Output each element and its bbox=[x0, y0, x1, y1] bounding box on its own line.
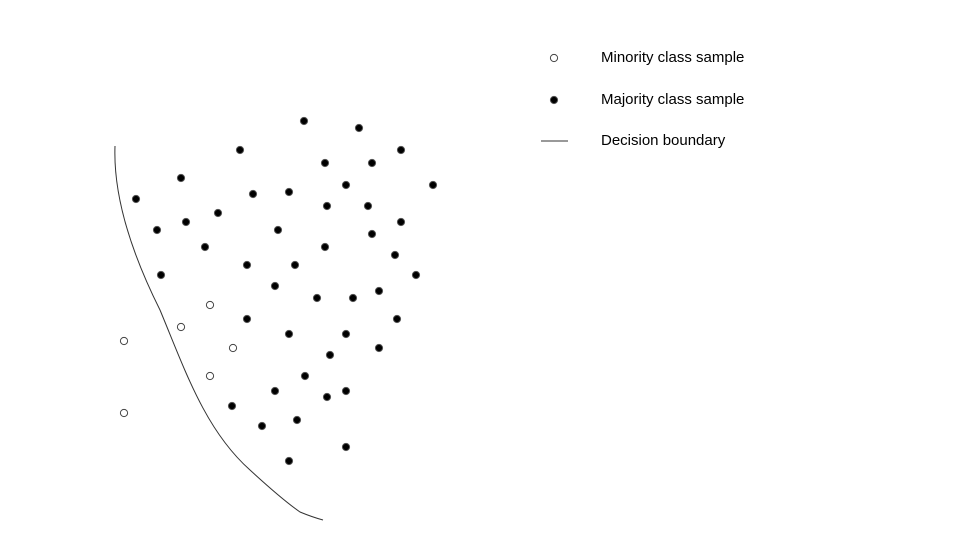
majority-sample-point bbox=[320, 242, 330, 252]
majority-sample-point bbox=[257, 421, 267, 431]
majority-sample-point bbox=[242, 314, 252, 324]
majority-sample-point bbox=[411, 270, 421, 280]
majority-sample-point bbox=[152, 225, 162, 235]
legend: Minority class sample Majority class sam… bbox=[541, 49, 744, 149]
majority-sample-point bbox=[181, 217, 191, 227]
majority-sample-point bbox=[363, 201, 373, 211]
majority-sample-point bbox=[200, 242, 210, 252]
majority-sample-point bbox=[131, 194, 141, 204]
majority-sample-point bbox=[248, 189, 258, 199]
majority-sample-point bbox=[341, 180, 351, 190]
majority-sample-point bbox=[396, 217, 406, 227]
legend-item-minority: Minority class sample bbox=[549, 49, 744, 66]
majority-sample-point bbox=[392, 314, 402, 324]
majority-sample-point bbox=[322, 392, 332, 402]
legend-item-majority: Majority class sample bbox=[549, 91, 744, 108]
majority-sample-point bbox=[290, 260, 300, 270]
majority-sample-point bbox=[213, 208, 223, 218]
majority-sample-point bbox=[299, 116, 309, 126]
decision-boundary-curve bbox=[114, 145, 324, 521]
majority-sample-point bbox=[242, 260, 252, 270]
minority-samples bbox=[119, 300, 238, 418]
majority-sample-point bbox=[284, 456, 294, 466]
minority-sample-point bbox=[176, 322, 186, 332]
majority-sample-point bbox=[270, 281, 280, 291]
majority-sample-point bbox=[322, 201, 332, 211]
majority-sample-point bbox=[348, 293, 358, 303]
majority-sample-point bbox=[273, 225, 283, 235]
majority-sample-point bbox=[325, 350, 335, 360]
minority-sample-point bbox=[119, 408, 129, 418]
majority-sample-point bbox=[292, 415, 302, 425]
legend-label-boundary: Decision boundary bbox=[601, 132, 726, 149]
majority-sample-point bbox=[374, 286, 384, 296]
legend-label-majority: Majority class sample bbox=[601, 91, 744, 108]
majority-sample-point bbox=[227, 401, 237, 411]
majority-sample-point bbox=[354, 123, 364, 133]
legend-label-minority: Minority class sample bbox=[601, 49, 744, 66]
minority-sample-point bbox=[228, 343, 238, 353]
majority-sample-point bbox=[374, 343, 384, 353]
minority-marker-icon bbox=[549, 53, 559, 63]
majority-sample-point bbox=[367, 229, 377, 239]
majority-sample-point bbox=[428, 180, 438, 190]
majority-sample-point bbox=[396, 145, 406, 155]
majority-sample-point bbox=[176, 173, 186, 183]
majority-sample-point bbox=[341, 386, 351, 396]
majority-marker-icon bbox=[549, 95, 559, 105]
majority-sample-point bbox=[270, 386, 280, 396]
majority-samples bbox=[131, 116, 438, 466]
majority-sample-point bbox=[284, 329, 294, 339]
majority-sample-point bbox=[341, 329, 351, 339]
minority-sample-point bbox=[119, 336, 129, 346]
majority-sample-point bbox=[235, 145, 245, 155]
majority-sample-point bbox=[300, 371, 310, 381]
minority-sample-point bbox=[205, 371, 215, 381]
minority-sample-point bbox=[205, 300, 215, 310]
legend-item-boundary: Decision boundary bbox=[541, 132, 726, 149]
majority-sample-point bbox=[156, 270, 166, 280]
majority-sample-point bbox=[341, 442, 351, 452]
majority-sample-point bbox=[390, 250, 400, 260]
majority-sample-point bbox=[312, 293, 322, 303]
majority-sample-point bbox=[320, 158, 330, 168]
majority-sample-point bbox=[367, 158, 377, 168]
majority-sample-point bbox=[284, 187, 294, 197]
